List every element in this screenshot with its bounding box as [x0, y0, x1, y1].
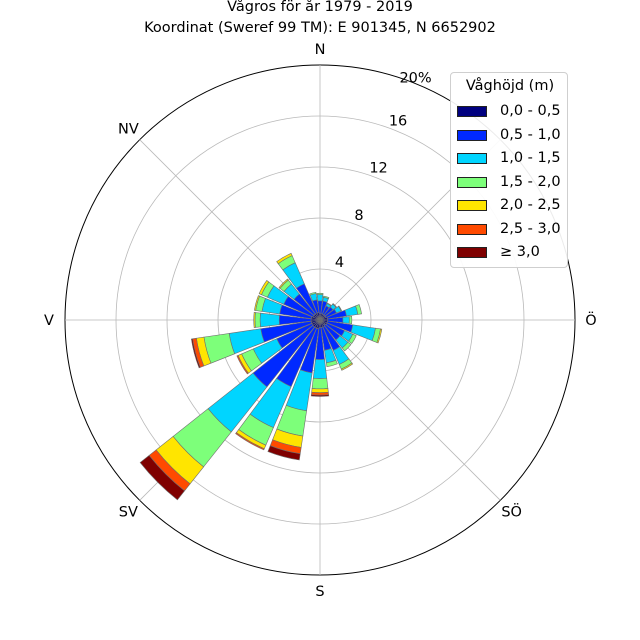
direction-label: V [44, 313, 54, 329]
radial-tick-label: 4 [335, 255, 344, 271]
direction-label: N [315, 42, 326, 58]
legend-label: 2,0 - 2,5 [500, 197, 561, 213]
rose-bar-segment [325, 359, 338, 368]
rose-bar-segment [278, 278, 289, 289]
rose-bar-segment [341, 341, 352, 352]
rose-bar-segment [254, 295, 260, 311]
legend-swatch [457, 223, 487, 235]
legend-swatch [457, 200, 487, 211]
rose-bar-segment [323, 295, 330, 300]
rose-bar-segment [340, 362, 354, 371]
polar-grid [64, 64, 576, 576]
legend-label: 0,0 - 0,5 [500, 103, 561, 119]
legend-swatch [457, 176, 487, 188]
direction-label: NV [118, 121, 139, 137]
rose-bar-segment [342, 316, 350, 324]
legend-swatch [457, 129, 487, 141]
rose-bar-segment [316, 294, 324, 302]
rose-bar-segment [267, 445, 301, 461]
radial-tick-label: 12 [369, 161, 387, 177]
chart-title: Vågros för år 1979 - 2019 [227, 0, 413, 15]
legend-item: 0,5 - 1,0 [457, 126, 567, 146]
direction-label: Ö [585, 311, 596, 329]
rose-bar-segment [309, 291, 317, 296]
rose-bar-segment [311, 377, 329, 390]
rose-bar-segment [253, 312, 256, 328]
legend-item: 2,5 - 3,0 [457, 220, 567, 240]
rose-bar-segment [258, 280, 270, 296]
rose-bars [139, 252, 383, 501]
legend-label: 2,5 - 3,0 [500, 220, 561, 237]
rose-bar-segment [259, 312, 280, 328]
legend: Våghöjd (m) 0,0 - 0,5 0,5 - 1,0 1,0 - 1,… [450, 72, 568, 268]
direction-label: S [315, 584, 324, 600]
rose-bar-segment [338, 305, 343, 312]
rose-bar-segment [316, 292, 324, 296]
direction-label: SÖ [501, 503, 522, 521]
chart-subtitle: Koordinat (Sweref 99 TM): E 901345, N 66… [144, 20, 496, 36]
legend-item: 1,0 - 1,5 [457, 149, 567, 169]
legend-item: 1,5 - 2,0 [457, 173, 567, 193]
rose-bar-segment [311, 388, 329, 393]
rose-bar-segment [191, 338, 201, 369]
legend-swatch [457, 153, 487, 164]
rose-bar-segment [348, 333, 357, 344]
legend-label: 0,5 - 1,0 [500, 126, 561, 143]
axis-labels: N NV V SV S SÖ Ö 4 8 12 16 20% [44, 42, 597, 600]
legend-label: 1,5 - 2,0 [500, 173, 561, 190]
radial-tick-label: 20% [399, 70, 431, 86]
rose-bar-segment [254, 312, 261, 328]
rose-bar-segment [355, 304, 362, 315]
rose-bar-segment [236, 355, 249, 375]
legend-swatch [457, 106, 487, 117]
legend-item: 2,0 - 2,5 [457, 196, 567, 216]
rose-bar-segment [235, 432, 265, 451]
rose-bar-segment [326, 302, 332, 307]
rose-bar-segment [312, 358, 328, 379]
legend-label: ≥ 3,0 [500, 244, 540, 260]
grid-spoke [319, 319, 501, 501]
rose-bar-segment [310, 394, 330, 397]
radial-tick-label: 16 [389, 114, 407, 130]
rose-bar-segment [332, 303, 337, 308]
legend-item: ≥ 3,0 [457, 243, 567, 263]
legend-label: 1,0 - 1,5 [500, 150, 561, 166]
legend-swatch [457, 247, 487, 258]
radial-tick-label: 8 [354, 208, 363, 224]
rose-bar-segment [376, 328, 383, 344]
rose-bar-segment [139, 455, 185, 501]
rose-bar-segment [276, 252, 293, 265]
legend-item: 0,0 - 0,5 [457, 102, 567, 122]
legend-title: Våghöjd (m) [465, 78, 555, 94]
direction-label: SV [119, 505, 138, 521]
rose-bar-segment [348, 316, 353, 324]
